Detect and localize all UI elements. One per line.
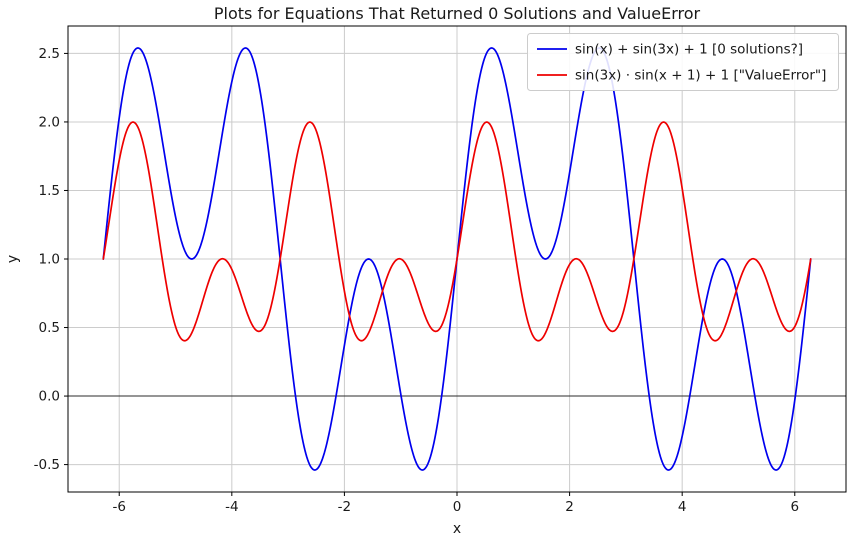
x-tick-label: -2 bbox=[338, 499, 351, 515]
y-tick-label: -0.5 bbox=[34, 457, 60, 473]
x-tick-label: 6 bbox=[790, 499, 799, 515]
x-axis-label: x bbox=[453, 521, 461, 537]
y-tick-label: 1.5 bbox=[39, 183, 60, 199]
x-tick-label: -4 bbox=[225, 499, 238, 515]
legend-label-series-1: sin(3x) ⋅ sin(x + 1) + 1 ["ValueError"] bbox=[575, 68, 826, 84]
chart-title: Plots for Equations That Returned 0 Solu… bbox=[214, 4, 701, 23]
x-ticks: -6 -4 -2 0 2 4 6 bbox=[112, 492, 799, 515]
y-tick-label: 2.5 bbox=[39, 46, 60, 62]
y-tick-label: 0.5 bbox=[39, 320, 60, 336]
y-tick-label: 2.0 bbox=[39, 114, 60, 130]
x-tick-label: 4 bbox=[678, 499, 687, 515]
legend-label-series-0: sin(x) + sin(3x) + 1 [0 solutions?] bbox=[575, 42, 803, 58]
y-ticks: -0.5 0.0 0.5 1.0 1.5 2.0 2.5 bbox=[34, 46, 68, 473]
x-tick-label: 2 bbox=[565, 499, 574, 515]
x-tick-label: 0 bbox=[453, 499, 462, 515]
y-tick-label: 0.0 bbox=[39, 389, 60, 405]
legend: sin(x) + sin(3x) + 1 [0 solutions?] sin(… bbox=[527, 33, 839, 91]
y-axis-label: y bbox=[5, 255, 21, 263]
y-tick-label: 1.0 bbox=[39, 252, 60, 268]
x-tick-label: -6 bbox=[112, 499, 125, 515]
series-path-1 bbox=[102, 121, 812, 342]
series-lines bbox=[102, 47, 812, 471]
axes-border bbox=[67, 25, 847, 493]
legend-box bbox=[527, 33, 839, 91]
